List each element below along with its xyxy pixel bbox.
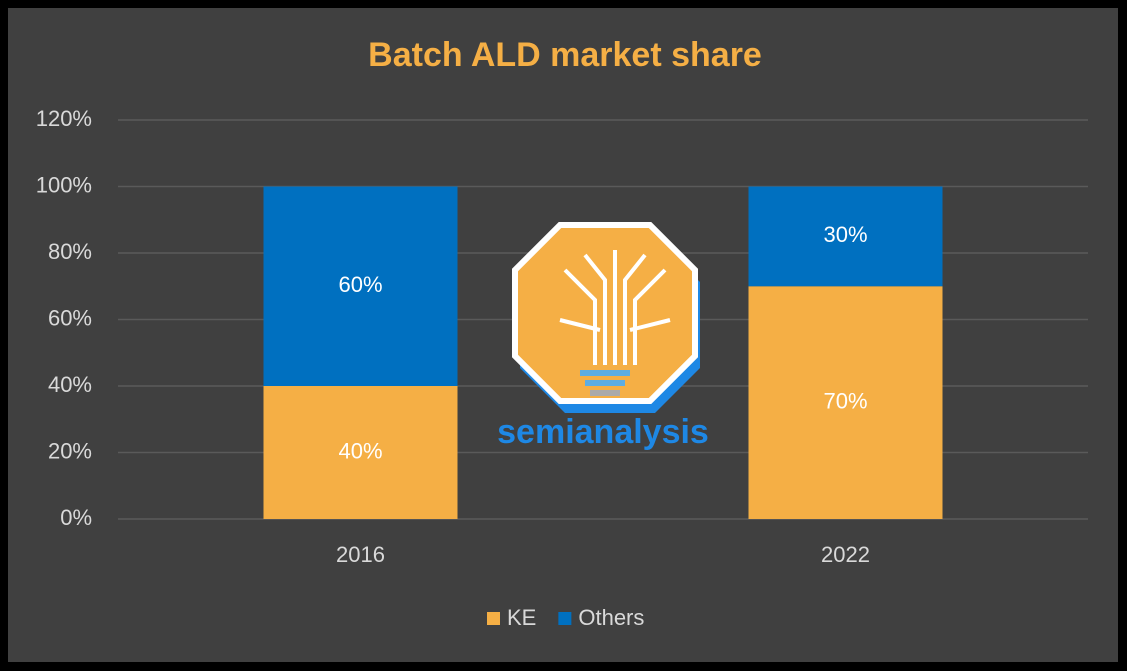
data-label: 40% [338, 438, 382, 463]
y-tick-label: 80% [48, 239, 92, 264]
legend-swatch [487, 612, 500, 625]
watermark-logo [512, 222, 700, 413]
y-tick-label: 60% [48, 305, 92, 330]
legend-label: Others [578, 605, 644, 630]
y-tick-label: 120% [36, 106, 92, 131]
chart-title: Batch ALD market share [368, 36, 762, 74]
y-tick-label: 20% [48, 438, 92, 463]
x-tick-label: 2016 [336, 542, 385, 567]
legend-swatch [558, 612, 572, 625]
bar-segment [748, 286, 943, 519]
bar-segment [263, 186, 458, 386]
logo-bulb [580, 370, 630, 376]
data-label: 70% [823, 388, 867, 413]
legend-label: KE [507, 605, 536, 630]
bar-segment [263, 386, 458, 519]
y-tick-label: 100% [36, 172, 92, 197]
data-label: 60% [338, 272, 382, 297]
logo-bulb [590, 390, 620, 396]
logo-tree [559, 250, 671, 365]
bar-segment [748, 186, 943, 287]
y-tick-label: 0% [60, 505, 92, 530]
watermark-text: semianalysis [497, 413, 709, 451]
logo-bulb [585, 380, 625, 386]
y-tick-label: 40% [48, 372, 92, 397]
x-tick-label: 2022 [821, 542, 870, 567]
data-label: 30% [823, 222, 867, 247]
